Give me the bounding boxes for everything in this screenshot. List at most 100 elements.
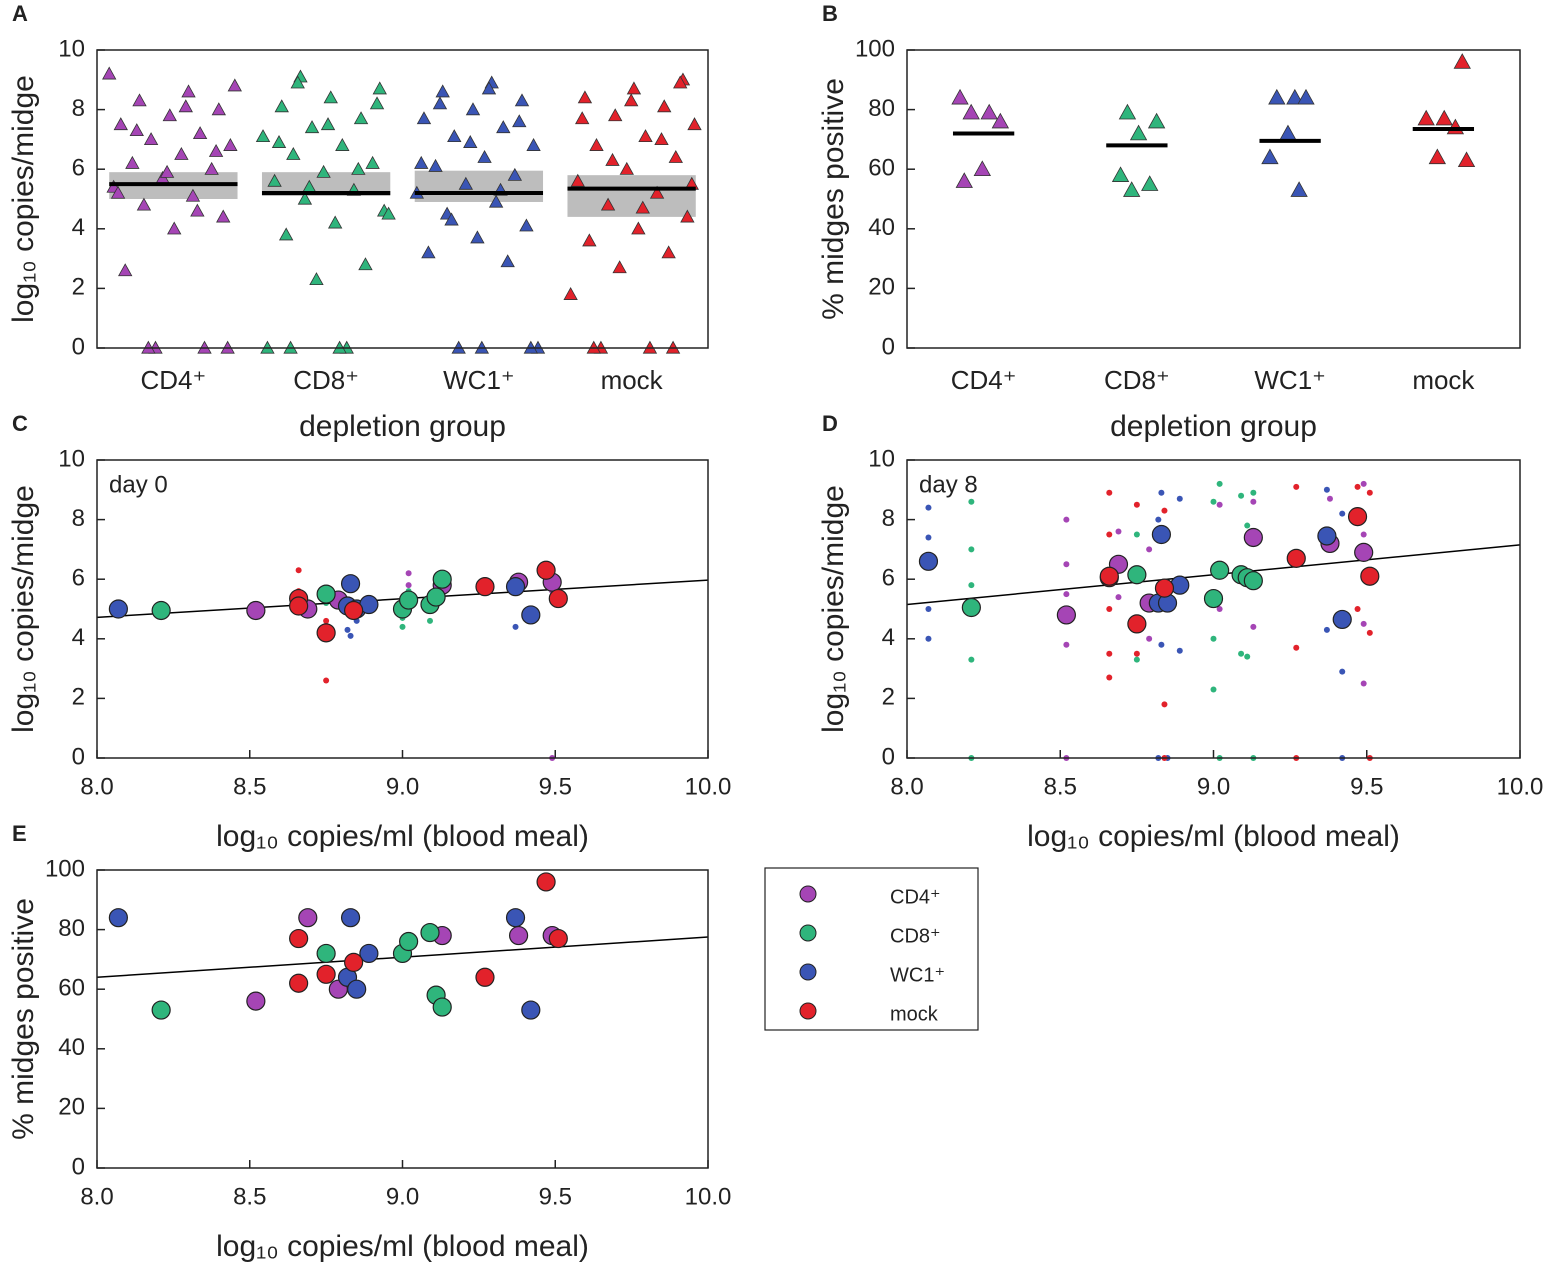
animal-point — [246, 991, 266, 1011]
triangle-point — [1435, 109, 1453, 126]
x-tick-label: 10.0 — [685, 773, 732, 800]
triangle-point — [624, 93, 639, 107]
sample-dot — [1210, 498, 1217, 505]
axes-frame — [96, 49, 709, 349]
x-tick-label: 9.5 — [1350, 773, 1383, 800]
triangle-point — [227, 78, 242, 92]
sample-dot — [405, 582, 412, 589]
sample-dot — [1106, 606, 1113, 612]
triangle-point — [381, 206, 396, 220]
animal-point — [399, 931, 419, 952]
triangle-point — [680, 209, 695, 223]
animal-point — [1332, 609, 1352, 630]
triangle-point — [631, 221, 646, 235]
y-axis-label: log₁₀ copies/midge — [7, 75, 40, 323]
triangle-point — [638, 129, 653, 143]
y-tick-label: 60 — [868, 155, 895, 182]
sample-dot — [1210, 635, 1217, 642]
triangle-point — [973, 160, 991, 177]
x-tick-label: 8.5 — [233, 773, 266, 800]
triangle-point — [991, 112, 1010, 129]
triangle-point — [512, 114, 527, 128]
sample-dot — [1133, 531, 1140, 538]
triangle-point — [477, 149, 492, 163]
sample-dot — [344, 626, 351, 633]
triangle-point — [174, 146, 189, 160]
x-tick-label: 9.5 — [539, 1183, 572, 1210]
x-tick-label: CD4⁺ — [951, 365, 1017, 395]
animal-point — [505, 908, 526, 928]
panel-label: B — [822, 1, 838, 26]
triangle-point — [278, 227, 294, 241]
triangle-point — [447, 129, 462, 143]
animal-point — [521, 1000, 541, 1020]
sample-dot — [1063, 516, 1070, 523]
sample-dot — [1063, 641, 1070, 648]
sample-dot — [1250, 498, 1257, 505]
sample-dot — [968, 582, 975, 589]
sample-dot — [1210, 686, 1217, 693]
animal-point — [1154, 578, 1175, 598]
sample-dot — [347, 632, 354, 639]
triangle-point — [132, 93, 147, 107]
sample-dot — [1293, 644, 1300, 651]
animal-point — [505, 577, 526, 597]
y-axis-label: log₁₀ copies/midge — [817, 485, 850, 733]
triangle-point — [351, 161, 366, 175]
y-tick-label: 100 — [45, 855, 85, 882]
triangle-point — [1453, 53, 1471, 69]
x-tick-label: CD8⁺ — [293, 365, 359, 395]
y-tick-label: 10 — [868, 445, 895, 472]
animal-point — [548, 928, 568, 949]
legend-marker — [799, 885, 817, 903]
triangle-point — [526, 138, 541, 151]
sample-dot — [1106, 650, 1113, 657]
x-axis-label: log₁₀ copies/ml (blood meal) — [216, 820, 589, 853]
triangle-point — [673, 75, 688, 89]
sample-dot — [1133, 501, 1140, 508]
sample-dot — [925, 635, 932, 642]
triangle-point — [514, 93, 530, 107]
axes-frame — [96, 869, 709, 1169]
y-tick-label: 6 — [72, 565, 85, 592]
sample-dot — [968, 498, 975, 505]
sample-dot — [323, 677, 330, 684]
animal-point — [399, 590, 419, 610]
triangle-point — [297, 191, 313, 205]
sample-dot — [925, 606, 932, 612]
triangle-point — [570, 173, 585, 187]
animal-point — [347, 979, 367, 999]
sample-dot — [1106, 674, 1113, 681]
triangle-point — [654, 132, 669, 146]
sample-dot — [1360, 531, 1367, 538]
x-tick-label: 8.0 — [80, 1183, 113, 1210]
triangle-point — [600, 197, 616, 211]
sample-dot — [968, 546, 975, 553]
sample-dot — [1063, 561, 1070, 568]
animal-point — [420, 922, 440, 943]
animal-point — [1099, 566, 1119, 586]
triangle-point — [372, 81, 387, 95]
triangle-point — [167, 221, 182, 235]
triangle-point — [470, 230, 485, 244]
sample-dot — [1115, 594, 1122, 601]
triangle-point — [323, 90, 338, 104]
animal-point — [151, 600, 171, 621]
sample-dot — [1250, 623, 1257, 630]
animal-point — [1317, 526, 1337, 546]
triangle-point — [190, 203, 205, 217]
y-tick-label: 80 — [868, 95, 895, 122]
triangle-point — [159, 164, 175, 178]
sample-dot — [1323, 626, 1330, 633]
y-tick-label: 100 — [855, 35, 895, 62]
triangle-point — [1290, 181, 1308, 197]
triangle-point — [589, 138, 604, 151]
animal-point — [289, 973, 309, 993]
triangle-point — [102, 66, 117, 80]
triangle-point — [1428, 148, 1447, 165]
sample-dot — [1244, 522, 1251, 529]
triangle-point — [316, 164, 331, 178]
triangle-point — [369, 96, 385, 110]
animal-point — [108, 599, 128, 619]
